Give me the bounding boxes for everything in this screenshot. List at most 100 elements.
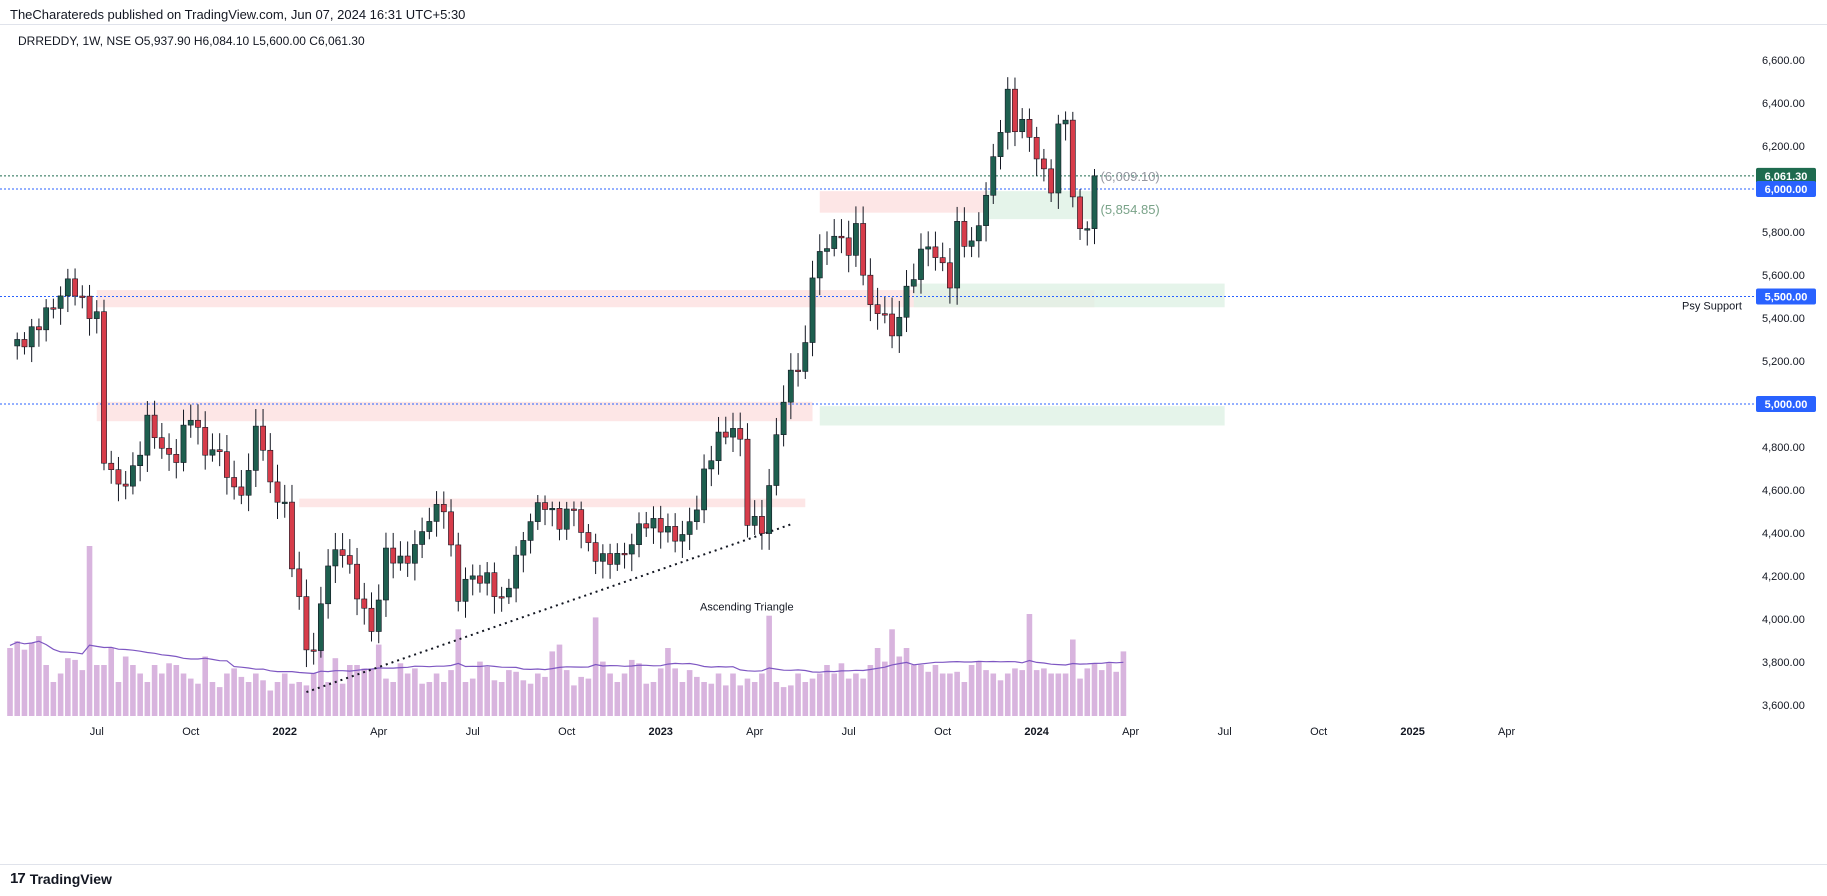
- candle[interactable]: [1077, 189, 1083, 240]
- candle[interactable]: [802, 325, 809, 379]
- candle[interactable]: [440, 491, 447, 529]
- candle[interactable]: [975, 212, 982, 258]
- candle[interactable]: [657, 505, 664, 549]
- candle[interactable]: [853, 206, 859, 267]
- candle[interactable]: [780, 385, 787, 447]
- candle[interactable]: [1040, 148, 1047, 182]
- candle[interactable]: [1069, 111, 1076, 208]
- candle[interactable]: [93, 300, 100, 334]
- candle[interactable]: [477, 564, 483, 593]
- candle[interactable]: [665, 513, 671, 543]
- candle[interactable]: [187, 404, 194, 438]
- candle[interactable]: [43, 299, 50, 342]
- price-badge-3[interactable]: 5,000.00: [1756, 396, 1816, 412]
- price-badge-0[interactable]: 6,061.30: [1756, 167, 1816, 184]
- candle[interactable]: [1091, 168, 1098, 245]
- candle[interactable]: [72, 268, 78, 306]
- tradingview-brand[interactable]: 17 TradingView: [10, 870, 112, 887]
- candle[interactable]: [397, 541, 404, 571]
- candle[interactable]: [180, 409, 187, 472]
- candle[interactable]: [968, 227, 975, 258]
- candle[interactable]: [816, 234, 823, 296]
- candle[interactable]: [599, 544, 606, 579]
- candle[interactable]: [520, 531, 527, 573]
- candle[interactable]: [672, 513, 679, 553]
- candle[interactable]: [325, 549, 332, 619]
- candle[interactable]: [317, 586, 324, 658]
- candle[interactable]: [419, 517, 426, 559]
- candle[interactable]: [715, 416, 722, 475]
- candle[interactable]: [1062, 111, 1069, 141]
- candle[interactable]: [158, 422, 165, 459]
- candle[interactable]: [1033, 126, 1040, 177]
- candle[interactable]: [144, 401, 151, 472]
- candle[interactable]: [64, 268, 71, 313]
- candle[interactable]: [874, 287, 881, 330]
- candle[interactable]: [860, 206, 867, 286]
- candle[interactable]: [296, 551, 303, 610]
- candle[interactable]: [766, 468, 773, 550]
- candle[interactable]: [824, 231, 830, 265]
- candle[interactable]: [571, 501, 577, 527]
- candle[interactable]: [86, 284, 93, 336]
- candle[interactable]: [751, 500, 758, 535]
- candle[interactable]: [498, 586, 505, 612]
- candle[interactable]: [831, 219, 838, 257]
- candle[interactable]: [368, 592, 375, 642]
- candle[interactable]: [202, 411, 209, 470]
- candle[interactable]: [252, 409, 259, 487]
- price-badge-2[interactable]: 5,500.00: [1756, 288, 1816, 305]
- price-badge-1[interactable]: 6,000.00: [1756, 181, 1816, 197]
- candle[interactable]: [932, 231, 939, 271]
- candle[interactable]: [701, 454, 707, 524]
- candle[interactable]: [910, 263, 917, 294]
- candle[interactable]: [108, 450, 115, 484]
- candle[interactable]: [1026, 108, 1033, 152]
- candle[interactable]: [455, 532, 462, 612]
- candle[interactable]: [303, 579, 310, 668]
- candle[interactable]: [563, 501, 570, 540]
- candle[interactable]: [809, 260, 816, 357]
- candle[interactable]: [708, 445, 715, 487]
- candle[interactable]: [130, 452, 136, 495]
- candle[interactable]: [918, 233, 924, 294]
- candle[interactable]: [636, 512, 642, 558]
- candle[interactable]: [281, 484, 288, 518]
- candle[interactable]: [433, 491, 440, 537]
- candle[interactable]: [151, 400, 158, 449]
- candle[interactable]: [513, 546, 519, 603]
- candle[interactable]: [578, 501, 585, 549]
- candle[interactable]: [361, 582, 368, 625]
- candle[interactable]: [491, 562, 498, 614]
- candle[interactable]: [224, 435, 230, 495]
- candle[interactable]: [997, 119, 1004, 170]
- candle[interactable]: [448, 499, 454, 557]
- candle[interactable]: [195, 404, 201, 445]
- candle[interactable]: [173, 439, 180, 479]
- candle[interactable]: [346, 539, 353, 574]
- candle[interactable]: [939, 242, 946, 272]
- candle[interactable]: [983, 182, 989, 242]
- candle[interactable]: [722, 416, 729, 445]
- candle[interactable]: [274, 464, 281, 520]
- candle[interactable]: [137, 441, 144, 482]
- candle[interactable]: [238, 470, 245, 505]
- candle[interactable]: [954, 206, 961, 305]
- candle[interactable]: [585, 524, 592, 552]
- candle[interactable]: [426, 507, 433, 540]
- candle[interactable]: [787, 353, 794, 420]
- candle[interactable]: [411, 530, 418, 581]
- candle[interactable]: [896, 300, 903, 353]
- candle[interactable]: [115, 456, 122, 502]
- ascending-triangle-trendline[interactable]: [306, 523, 792, 694]
- candle[interactable]: [1084, 221, 1091, 246]
- candle[interactable]: [867, 258, 874, 322]
- candle[interactable]: [383, 532, 389, 617]
- candle[interactable]: [679, 520, 686, 558]
- candle[interactable]: [390, 532, 397, 579]
- candle[interactable]: [122, 470, 129, 500]
- candle[interactable]: [607, 543, 613, 579]
- candle[interactable]: [28, 318, 35, 363]
- candle[interactable]: [354, 547, 360, 616]
- candle[interactable]: [216, 433, 223, 467]
